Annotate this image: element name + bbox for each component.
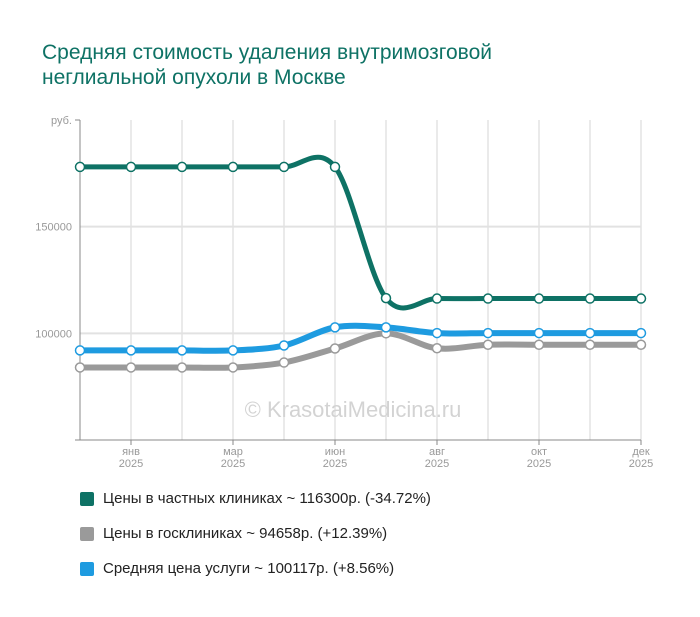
data-point: [584, 293, 596, 304]
data-point: [635, 293, 647, 304]
data-point: [329, 343, 341, 354]
legend-label: Цены в госклиниках ~ 94658р. (+12.39%): [103, 525, 388, 542]
x-tick-year: 2025: [527, 458, 551, 470]
x-tick-month: июн: [325, 446, 345, 458]
data-point: [74, 362, 86, 373]
x-tick-year: 2025: [119, 458, 143, 470]
chart-title: Средняя стоимость удаления внутримозгово…: [42, 40, 642, 90]
data-point: [227, 161, 239, 173]
x-tick-year: 2025: [323, 458, 347, 470]
data-point: [635, 339, 647, 350]
data-point: [533, 327, 545, 339]
legend-label: Средняя цена услуги ~ 100117р. (+8.56%): [103, 560, 395, 577]
data-point: [533, 293, 545, 304]
watermark: © KrasotaiMedicina.ru: [245, 397, 462, 422]
legend-swatch: [80, 491, 94, 506]
data-point: [482, 339, 494, 350]
data-point: [227, 362, 239, 373]
legend-item-private[interactable]: Цены в частных клиниках ~ 116300р. (-34.…: [80, 490, 431, 507]
x-tick-month: авг: [429, 446, 445, 458]
data-point: [431, 327, 443, 339]
data-point: [533, 339, 545, 350]
data-point: [176, 345, 188, 356]
y-tick-label: 100000: [35, 328, 72, 340]
data-point: [176, 161, 188, 173]
x-tick-month: дек: [632, 446, 650, 458]
data-point: [125, 362, 137, 373]
legend-swatch: [80, 526, 94, 541]
data-point: [329, 322, 341, 333]
x-tick-month: мар: [223, 446, 243, 458]
data-point: [74, 161, 86, 173]
y-tick-label: 150000: [35, 222, 72, 234]
data-point: [125, 345, 137, 356]
series-line-0: [77, 154, 644, 311]
legend-item-public[interactable]: Цены в госклиниках ~ 94658р. (+12.39%): [80, 525, 387, 542]
data-point: [380, 322, 392, 333]
data-point: [176, 362, 188, 373]
data-point: [278, 340, 290, 351]
x-tick-month: янв: [122, 446, 140, 458]
data-point: [380, 292, 392, 304]
data-point: [431, 293, 443, 304]
data-point: [278, 357, 290, 368]
title-line-1: Средняя стоимость удаления внутримозгово…: [42, 41, 492, 64]
data-point: [74, 345, 86, 356]
legend-item-average[interactable]: Средняя цена услуги ~ 100117р. (+8.56%): [80, 560, 394, 577]
y-axis-unit: руб.: [51, 115, 72, 127]
data-point: [125, 161, 137, 173]
data-point: [431, 343, 443, 354]
data-point: [635, 327, 647, 339]
legend-swatch: [80, 561, 94, 576]
x-tick-year: 2025: [629, 458, 653, 470]
data-point: [584, 327, 596, 339]
data-point: [329, 161, 341, 173]
title-line-2: неглиальной опухоли в Москве: [42, 66, 346, 89]
data-point: [482, 293, 494, 304]
x-tick-month: окт: [531, 446, 547, 458]
data-point: [278, 161, 290, 173]
data-point: [482, 327, 494, 339]
x-tick-year: 2025: [425, 458, 449, 470]
legend-label: Цены в частных клиниках ~ 116300р. (-34.…: [103, 490, 431, 507]
x-tick-year: 2025: [221, 458, 245, 470]
data-point: [227, 345, 239, 356]
data-point: [584, 339, 596, 350]
